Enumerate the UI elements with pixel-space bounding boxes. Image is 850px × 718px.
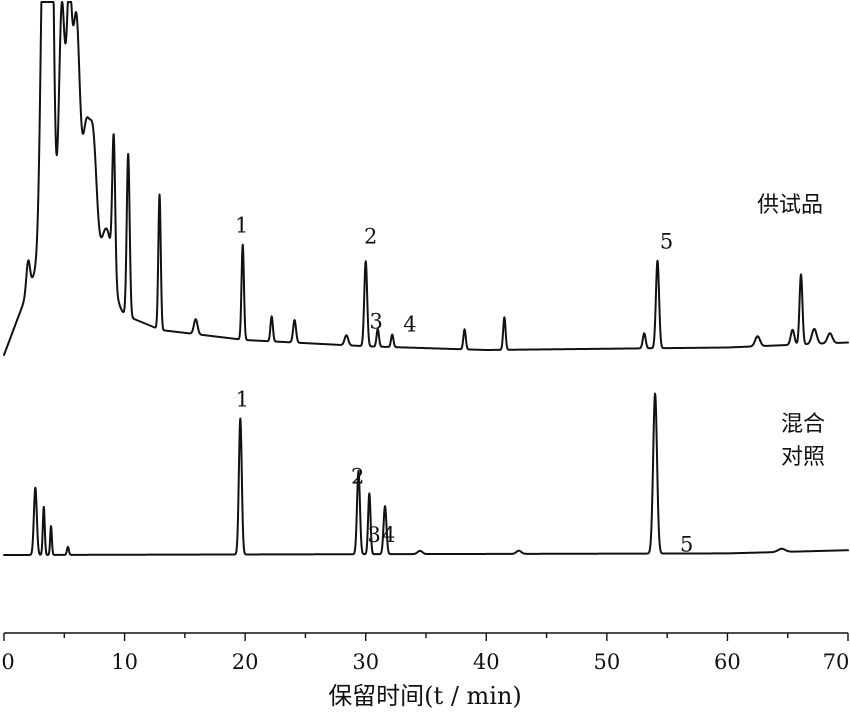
peak-label-sample-1: 1 [235,214,248,238]
trace-label-reference-line2: 对照 [781,445,825,470]
x-tick-label-70: 70 [823,650,850,674]
peak-label-sample-3: 3 [370,309,383,333]
trace-line-sample [3,1,849,356]
x-tick-label-60: 60 [714,650,741,674]
peak-label-reference-2: 2 [351,464,364,488]
peak-label-sample-5: 5 [660,230,673,254]
x-axis-label: 保留时间(t / min) [328,682,522,710]
x-ticks-group: 0 10 20 30 40 50 60 70 [1,633,849,674]
x-tick-label-20: 20 [232,650,259,674]
x-tick-label-30: 30 [352,650,379,674]
trace-label-reference-line1: 混合 [781,412,825,437]
peak-label-reference-4: 4 [382,523,395,547]
peak-label-reference-3: 3 [368,523,381,547]
x-tick-label-40: 40 [473,650,500,674]
x-tick-label-50: 50 [593,650,620,674]
trace-labels-group: 供试品 混合 对照 [757,193,825,470]
trace-line-reference [3,392,849,556]
peak-label-sample-4: 4 [403,312,416,336]
x-tick-label-10: 10 [111,650,138,674]
x-axis: 0 10 20 30 40 50 60 70 [1,632,849,674]
peak-label-sample-2: 2 [364,224,377,248]
trace-label-sample: 供试品 [757,193,823,218]
traces-group [3,1,849,556]
peak-label-reference-5: 5 [680,533,693,557]
x-tick-label-0: 0 [1,650,14,674]
peak-label-reference-1: 1 [236,388,249,412]
